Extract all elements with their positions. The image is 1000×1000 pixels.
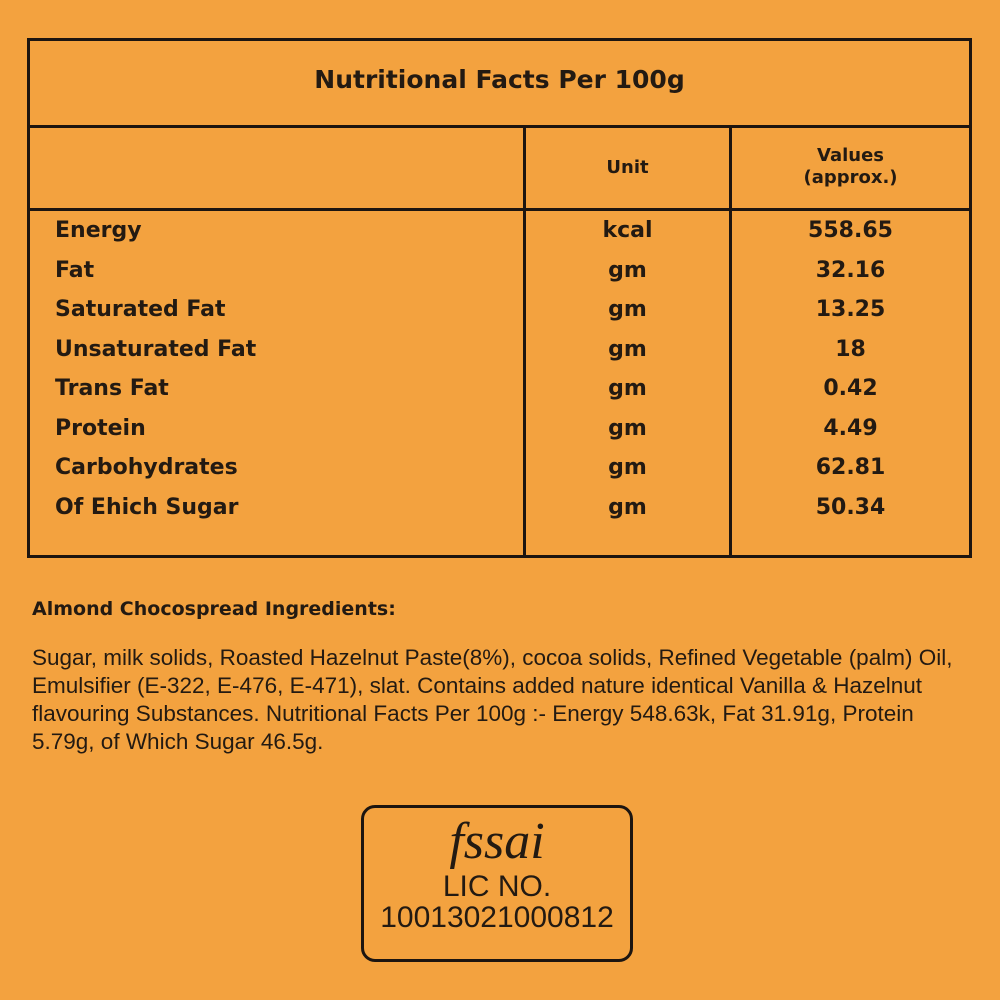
value-cell: 0.42: [823, 376, 878, 401]
value-cell: 18: [835, 336, 866, 362]
row-label: Saturated Fat: [55, 297, 226, 322]
column-header-line: Values: [817, 145, 884, 166]
value-cell: 558.65: [808, 218, 893, 243]
nutrition-table: Nutritional Facts Per 100g Unit Values (…: [27, 38, 972, 558]
unit-cell: gm: [608, 297, 647, 322]
unit-cell: gm: [608, 415, 647, 441]
row-label: Fat: [55, 257, 95, 283]
table-title: Nutritional Facts Per 100g: [314, 65, 685, 94]
ingredients-text: Sugar, milk solids, Roasted Hazelnut Pas…: [32, 645, 953, 754]
unit-cell: gm: [608, 455, 647, 480]
unit-cell: gm: [608, 257, 647, 283]
unit-cell: gm: [608, 376, 647, 401]
row-label: Protein: [55, 415, 146, 441]
value-cell: 50.34: [815, 494, 886, 520]
value-cell: 13.25: [815, 297, 886, 322]
row-label: Carbohydrates: [55, 455, 238, 480]
row-label: Of Ehich Sugar: [55, 494, 239, 520]
row-label: Unsaturated Fat: [55, 336, 257, 362]
row-label: Trans Fat: [55, 376, 169, 401]
value-cell: 62.81: [815, 455, 886, 480]
divider: [30, 125, 969, 128]
fssai-badge: fssai LIC NO. 10013021000812: [361, 805, 633, 962]
column-header-line: (approx.): [803, 167, 898, 188]
divider: [729, 128, 732, 555]
divider: [30, 208, 969, 211]
license-label: LIC NO.: [442, 870, 552, 903]
unit-cell: kcal: [602, 218, 653, 243]
unit-cell: gm: [608, 494, 647, 520]
ingredients-heading: Almond Chocospread Ingredients:: [32, 598, 396, 620]
fssai-logo: fssai: [449, 813, 545, 870]
value-cell: 32.16: [815, 257, 886, 283]
divider: [523, 128, 526, 555]
column-header: Values (approx.): [732, 145, 969, 189]
license-number: 10013021000812: [380, 901, 614, 934]
row-label: Energy: [55, 218, 142, 243]
unit-cell: gm: [608, 336, 647, 362]
value-cell: 4.49: [823, 415, 878, 441]
column-header: Unit: [606, 157, 649, 178]
